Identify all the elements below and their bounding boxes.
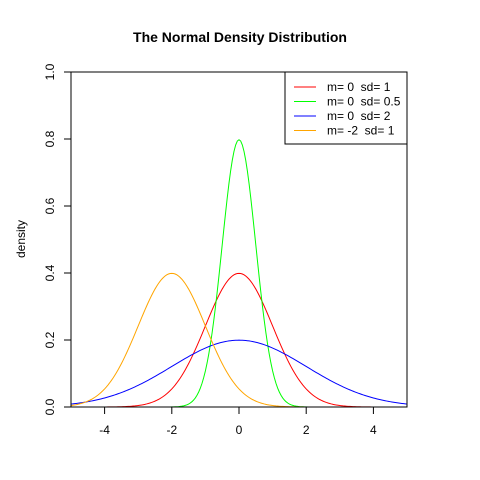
x-tick-label: 2 xyxy=(303,423,310,437)
y-axis: 0.0 0.2 0.4 0.6 0.8 1.0 xyxy=(43,63,72,415)
y-tick-label: 1.0 xyxy=(43,63,57,80)
y-tick-label: 0.2 xyxy=(43,331,57,348)
series-line-3 xyxy=(70,339,408,405)
y-tick-label: 0.8 xyxy=(43,130,57,147)
y-axis-label: density xyxy=(14,220,28,258)
x-tick-label: 4 xyxy=(370,423,377,437)
x-axis: -4 -2 0 2 4 xyxy=(99,406,377,437)
chart-title: The Normal Density Distribution xyxy=(133,29,347,45)
legend-label: m= 0 sd= 1 xyxy=(327,80,391,94)
x-tick-label: -2 xyxy=(166,423,177,437)
legend-box xyxy=(284,71,408,145)
series-line-1 xyxy=(71,272,407,408)
y-tick-label: 0.6 xyxy=(43,197,57,214)
y-tick-label: 0.4 xyxy=(43,264,57,281)
legend-label: m= -2 sd= 1 xyxy=(327,124,395,138)
x-tick-label: 0 xyxy=(236,423,243,437)
legend-label: m= 0 sd= 0.5 xyxy=(327,95,401,109)
x-tick-label: -4 xyxy=(99,423,110,437)
y-tick-label: 0.0 xyxy=(43,398,57,415)
legend-label: m= 0 sd= 2 xyxy=(327,109,391,123)
legend: m= 0 sd= 1m= 0 sd= 0.5m= 0 sd= 2m= -2 sd… xyxy=(284,71,408,145)
